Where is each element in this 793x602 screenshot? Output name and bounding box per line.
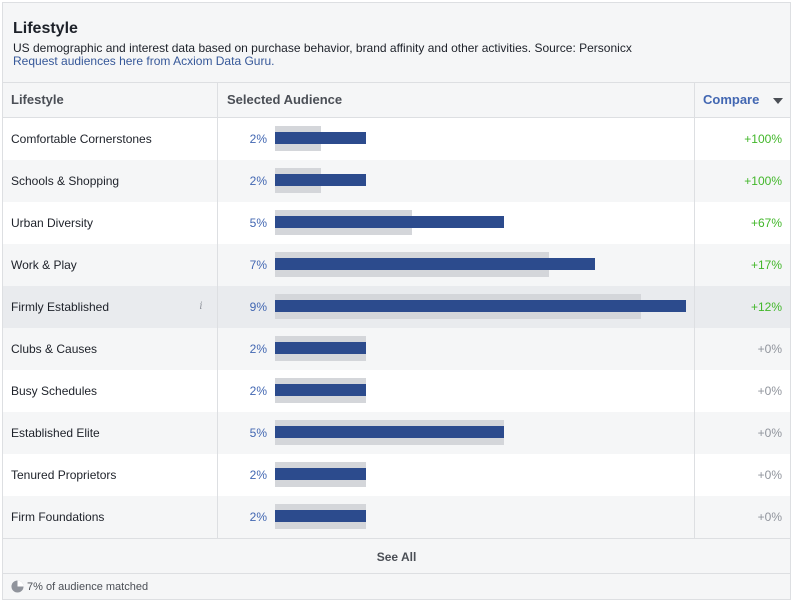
table-row: Firm Foundations 2% +0%: [3, 496, 790, 538]
lifestyle-table: Lifestyle Selected Audience Compare Comf…: [3, 82, 790, 539]
see-all-button[interactable]: See All: [376, 550, 417, 564]
card-header: Lifestyle US demographic and interest da…: [3, 3, 790, 83]
column-divider: [217, 83, 218, 538]
selected-audience-bar: [275, 384, 367, 396]
column-header-lifestyle: Lifestyle: [11, 92, 64, 107]
compare-value: +0%: [757, 384, 782, 398]
lifestyle-name: Schools & Shopping: [11, 174, 120, 188]
column-header-selected-audience: Selected Audience: [227, 92, 343, 107]
card-subtitle: US demographic and interest data based o…: [13, 41, 632, 55]
table-header: Lifestyle Selected Audience Compare: [3, 83, 790, 118]
selected-audience-percent: 9%: [249, 300, 267, 314]
compare-value: +0%: [757, 468, 782, 482]
selected-audience-percent: 2%: [249, 384, 267, 398]
column-divider: [694, 83, 695, 538]
table-row: Work & Play 7% +17%: [3, 244, 790, 286]
pie-chart-icon: [11, 580, 24, 593]
compare-value: +100%: [744, 174, 782, 188]
compare-dropdown[interactable]: Compare: [703, 92, 760, 107]
selected-audience-percent: 2%: [249, 174, 267, 188]
compare-value: +17%: [750, 258, 782, 272]
compare-value: +0%: [757, 342, 782, 356]
table-row: Established Elite 5% +0%: [3, 412, 790, 454]
selected-audience-bar: [275, 426, 504, 438]
info-icon[interactable]: i: [199, 301, 203, 312]
selected-audience-percent: 2%: [249, 468, 267, 482]
lifestyle-name: Comfortable Cornerstones: [11, 132, 152, 146]
lifestyle-name: Clubs & Causes: [11, 342, 98, 356]
acxiom-request-link[interactable]: Request audiences here from Acxiom Data …: [13, 54, 275, 68]
lifestyle-name: Firmly Established: [11, 300, 110, 314]
selected-audience-bar: [275, 132, 367, 144]
selected-audience-bar: [275, 174, 367, 186]
selected-audience-percent: 5%: [249, 426, 267, 440]
selected-audience-bar: [275, 300, 687, 312]
selected-audience-percent: 2%: [249, 510, 267, 524]
table-row: Urban Diversity 5% +67%: [3, 202, 790, 244]
lifestyle-name: Work & Play: [11, 258, 77, 272]
compare-value: +100%: [744, 132, 782, 146]
lifestyle-name: Busy Schedules: [11, 384, 98, 398]
lifestyle-name: Tenured Proprietors: [11, 468, 117, 482]
table-row: Schools & Shopping 2% +100%: [3, 160, 790, 202]
selected-audience-percent: 7%: [249, 258, 267, 272]
selected-audience-percent: 5%: [249, 216, 267, 230]
audience-matched-text: 7% of audience matched: [27, 581, 149, 593]
selected-audience-bar: [275, 216, 504, 228]
selected-audience-percent: 2%: [249, 342, 267, 356]
selected-audience-percent: 2%: [249, 132, 267, 146]
footer: 7% of audience matched: [3, 573, 790, 599]
chevron-down-icon[interactable]: [773, 98, 783, 104]
table-row: Firmly Established i 9% +12%: [3, 286, 790, 328]
lifestyle-name: Established Elite: [11, 426, 100, 440]
compare-value: +0%: [757, 426, 782, 440]
compare-value: +67%: [750, 216, 782, 230]
selected-audience-bar: [275, 468, 367, 480]
card-title: Lifestyle: [13, 20, 78, 37]
table-row: Tenured Proprietors 2% +0%: [3, 454, 790, 496]
table-row: Clubs & Causes 2% +0%: [3, 328, 790, 370]
selected-audience-bar: [275, 258, 595, 270]
selected-audience-bar: [275, 510, 367, 522]
compare-value: +12%: [750, 300, 782, 314]
table-row: Comfortable Cornerstones 2% +100%: [3, 118, 790, 160]
selected-audience-bar: [275, 342, 367, 354]
compare-value: +0%: [757, 510, 782, 524]
table-body: Comfortable Cornerstones 2% +100% Schools &…: [3, 118, 790, 538]
lifestyle-name: Urban Diversity: [11, 216, 94, 230]
table-row: Busy Schedules 2% +0%: [3, 370, 790, 412]
lifestyle-name: Firm Foundations: [11, 510, 105, 524]
